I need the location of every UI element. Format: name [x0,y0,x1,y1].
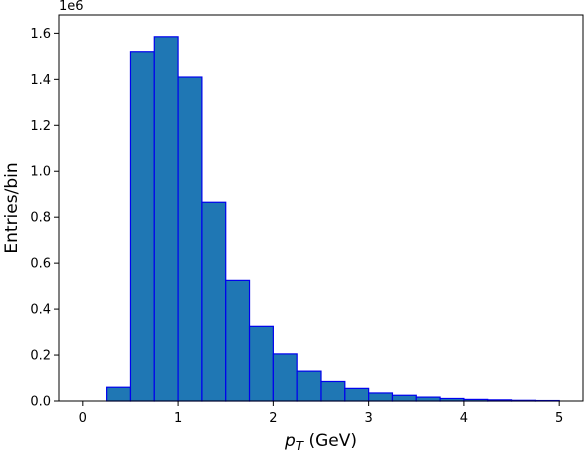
histogram-bar [415,396,441,402]
y-tick-label: 1.0 [30,165,51,180]
y-tick-label: 0.6 [30,257,51,272]
y-tick-label: 0.8 [30,211,51,226]
y-tick-label: 0.0 [30,395,51,410]
histogram-bar [344,387,370,402]
x-tick-label: 4 [460,411,468,426]
x-axis-label: pT (GeV) [284,431,357,453]
histogram-bar [391,394,417,402]
y-tick-label: 1.6 [30,27,51,42]
y-tick-label: 1.2 [30,119,51,134]
y-offset-label: 1e6 [59,0,84,14]
bars-group [106,36,560,402]
plot-frame [58,14,584,402]
histogram-bar [320,380,346,402]
y-tick-label: 1.4 [30,73,51,88]
y-axis-ticks: 0.0 0.2 0.4 0.6 0.8 1.0 1.2 1.4 1.6 [30,27,59,410]
histogram-bar [368,392,394,402]
y-tick-label: 0.4 [30,303,51,318]
x-axis-ticks: 0 1 2 3 4 5 [79,401,563,426]
x-tick-label: 2 [269,411,277,426]
histogram-bar [296,370,322,402]
histogram-bar [272,353,298,402]
x-tick-label: 0 [79,411,87,426]
x-tick-label: 1 [174,411,182,426]
y-tick-label: 0.2 [30,349,51,364]
histogram-bar [106,386,132,402]
x-tick-label: 5 [555,411,563,426]
y-axis-label: Entries/bin [2,162,22,253]
histogram-bar [129,51,155,402]
x-tick-label: 3 [364,411,372,426]
histogram-bar [225,279,251,402]
histogram-bar [248,325,274,402]
histogram-bar [177,76,203,402]
histogram-bar [153,36,179,402]
histogram-bar [201,201,227,402]
